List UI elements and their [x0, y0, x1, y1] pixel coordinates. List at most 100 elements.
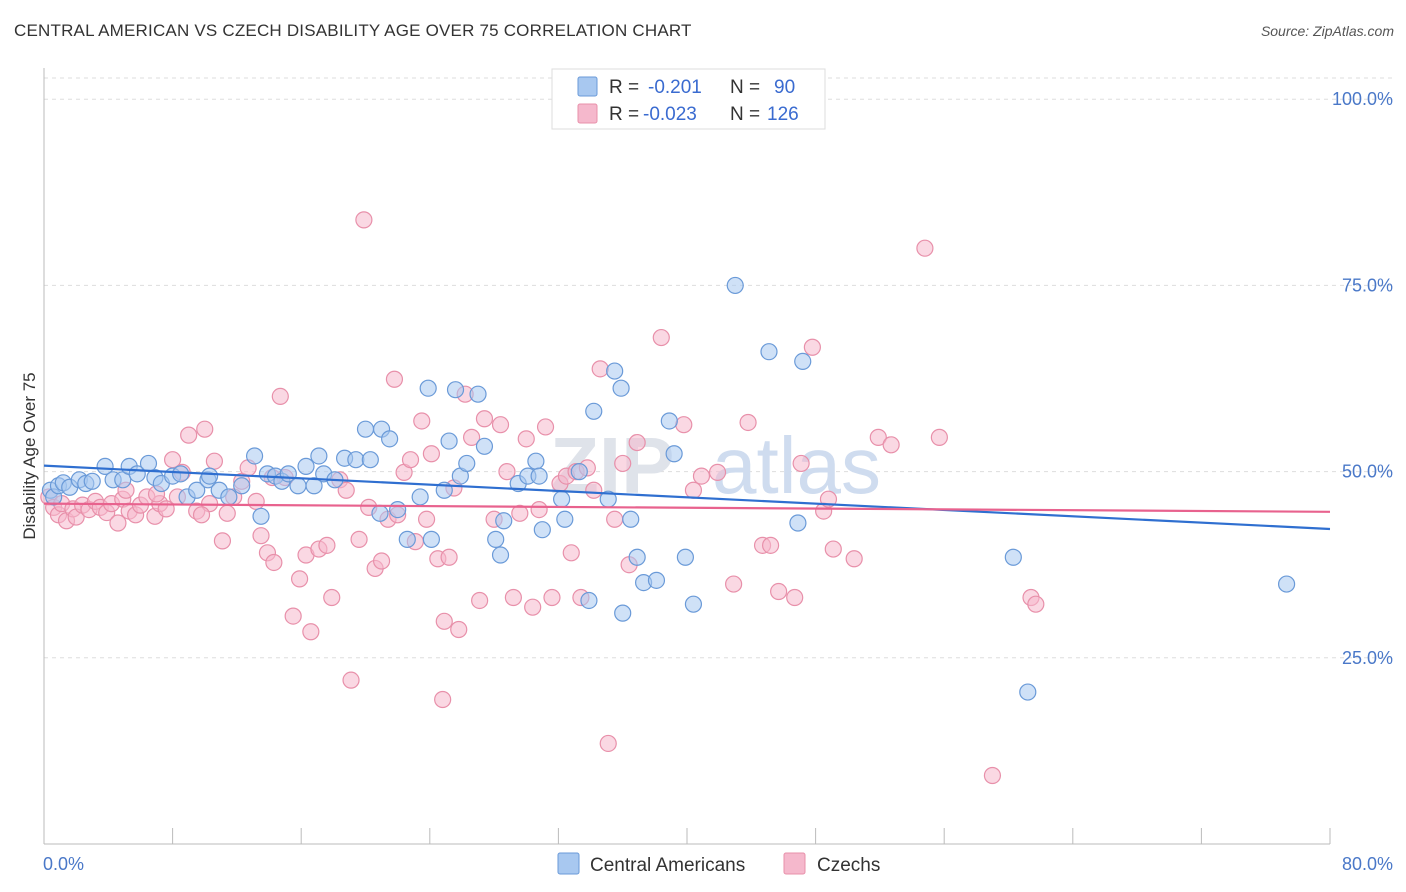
point-czechs — [475, 410, 494, 428]
x-tick-label-max: 80.0% — [1342, 854, 1393, 874]
y-tick-label: 50.0% — [1342, 462, 1393, 482]
point-central-americans — [676, 548, 694, 566]
y-tick-label: 75.0% — [1342, 275, 1393, 295]
point-central-americans — [794, 352, 812, 370]
legend-label-central-americans: Central Americans — [590, 855, 745, 876]
point-central-americans — [83, 472, 101, 490]
point-czechs — [606, 510, 624, 528]
point-czechs — [739, 413, 757, 432]
point-central-americans — [530, 467, 548, 485]
point-czechs — [192, 506, 211, 524]
point-central-americans — [1019, 683, 1037, 701]
x-axis-ticks — [172, 828, 1331, 844]
point-czechs — [462, 428, 481, 446]
point-czechs — [869, 428, 887, 446]
point-czechs — [318, 536, 336, 554]
point-central-americans — [533, 521, 551, 539]
point-czechs — [675, 416, 693, 434]
point-czechs — [591, 360, 609, 378]
y-tick-label: 100.0% — [1332, 89, 1393, 109]
point-czechs — [983, 766, 1002, 785]
trend-line-czechs — [43, 502, 1331, 513]
point-central-americans — [233, 477, 251, 495]
legend-n-label-2: N = — [730, 104, 760, 125]
legend-n-label-1: N = — [730, 77, 760, 98]
point-czechs — [614, 454, 632, 473]
point-czechs — [562, 544, 580, 562]
point-central-americans — [580, 591, 598, 610]
point-czechs — [930, 428, 948, 446]
point-czechs — [337, 481, 355, 499]
chart-title: CENTRAL AMERICAN VS CZECH DISABILITY AGE… — [14, 21, 692, 40]
legend-bottom-swatch-blue — [557, 852, 580, 875]
legend-n-value-2: 126 — [767, 104, 799, 125]
point-central-americans — [440, 432, 458, 450]
trend-lines — [43, 464, 1331, 531]
point-czechs — [882, 436, 900, 454]
point-central-americans — [172, 465, 190, 483]
point-czechs — [803, 338, 821, 356]
point-central-americans — [297, 457, 315, 476]
point-czechs — [511, 504, 529, 522]
point-czechs — [652, 328, 670, 347]
point-central-americans — [647, 571, 666, 589]
point-czechs — [845, 550, 863, 568]
point-central-americans — [446, 381, 465, 399]
point-czechs — [302, 623, 320, 641]
y-tick-labels: 25.0% 50.0% 75.0% 100.0% — [1332, 89, 1393, 668]
point-central-americans — [381, 430, 399, 448]
point-central-americans — [398, 530, 416, 548]
point-czechs — [422, 445, 441, 463]
point-czechs — [213, 532, 232, 550]
point-central-americans — [628, 548, 646, 566]
point-czechs — [252, 527, 270, 545]
point-czechs — [524, 598, 542, 616]
point-czechs — [498, 463, 516, 481]
point-czechs — [536, 418, 555, 436]
point-central-americans — [289, 477, 307, 495]
point-central-americans — [220, 488, 238, 506]
point-central-americans — [475, 437, 494, 455]
point-central-americans — [419, 379, 437, 397]
point-central-americans — [310, 447, 328, 465]
point-central-americans — [553, 490, 571, 508]
point-czechs — [792, 454, 810, 473]
point-czechs — [440, 548, 458, 566]
point-central-americans — [495, 512, 513, 530]
point-czechs — [599, 734, 617, 753]
point-central-americans — [527, 452, 545, 470]
point-central-americans — [760, 343, 778, 361]
source-label: Source: ZipAtlas.com — [1260, 23, 1394, 39]
point-central-americans — [789, 514, 807, 532]
legend-r-value-1: -0.201 — [648, 77, 702, 98]
point-czechs — [543, 588, 561, 607]
point-central-americans — [458, 454, 476, 473]
point-czechs — [824, 540, 842, 558]
point-central-americans — [556, 510, 574, 528]
point-czechs — [434, 690, 452, 709]
point-central-americans — [606, 362, 624, 380]
point-central-americans — [389, 501, 407, 519]
point-central-americans — [614, 604, 632, 622]
point-czechs — [342, 671, 360, 689]
point-czechs — [916, 239, 934, 257]
point-czechs — [770, 582, 788, 601]
point-central-americans — [612, 379, 630, 397]
point-czechs — [350, 530, 368, 548]
legend-r-label-1: R = — [609, 77, 639, 98]
point-czechs — [725, 575, 743, 593]
point-czechs — [372, 552, 391, 570]
point-central-americans — [371, 504, 389, 522]
point-central-americans — [660, 412, 678, 430]
point-central-americans — [585, 402, 603, 420]
point-czechs — [504, 588, 522, 607]
point-central-americans — [665, 445, 683, 463]
point-central-americans — [491, 546, 510, 564]
legend-bottom-swatch-pink — [783, 852, 806, 875]
point-czechs — [708, 463, 727, 481]
y-tick-label: 25.0% — [1342, 648, 1393, 668]
x-tick-label-min: 0.0% — [43, 854, 84, 874]
point-central-americans — [1277, 575, 1296, 593]
point-czechs — [401, 451, 420, 469]
